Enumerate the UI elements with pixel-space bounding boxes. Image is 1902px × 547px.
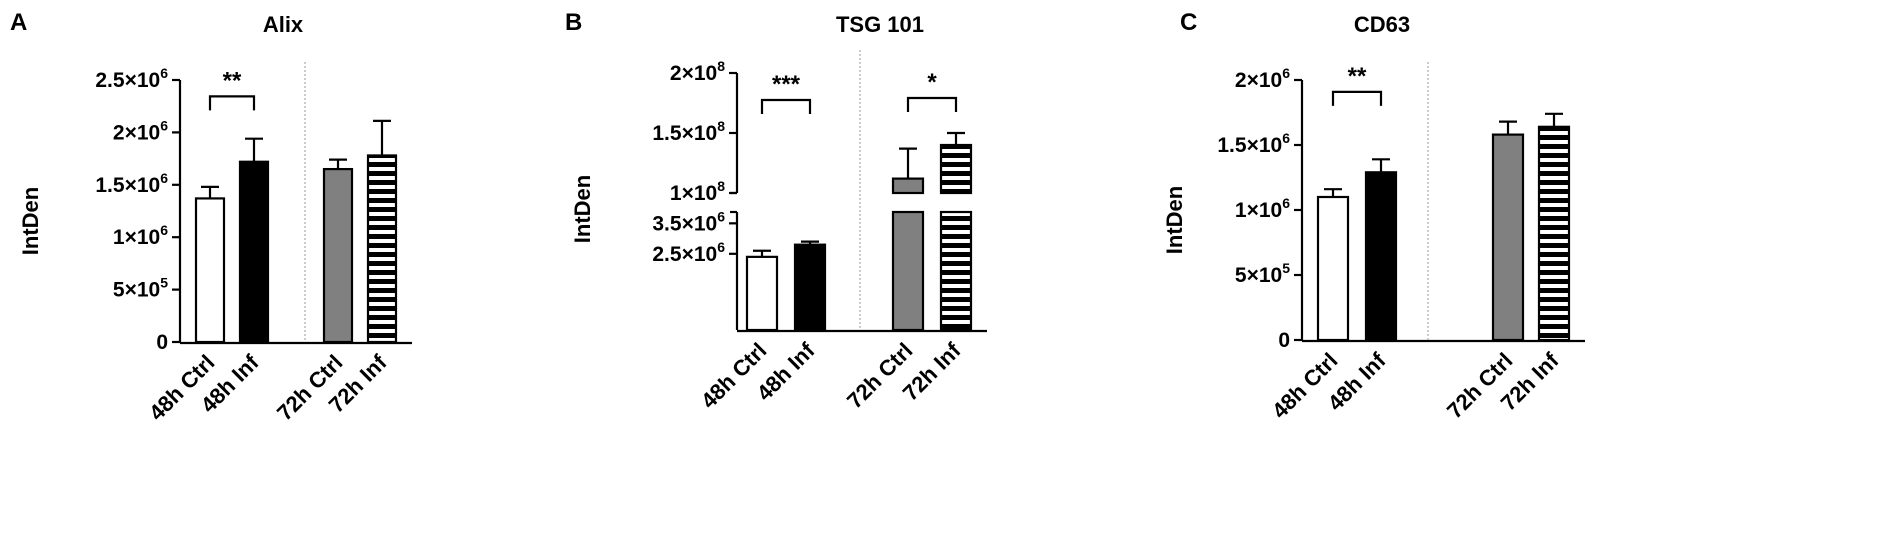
y-tick-base: 1×10: [113, 226, 160, 249]
y-tick-label: 1×106: [1235, 195, 1290, 222]
panel-letter: C: [1180, 9, 1197, 36]
y-tick-base: 5×10: [1235, 264, 1282, 287]
y-tick-base: 2.5×10: [652, 243, 717, 266]
y-tick-label: 5×105: [1235, 260, 1290, 287]
y-tick-base: 1×10: [1235, 199, 1282, 222]
y-tick-exponent: 6: [717, 208, 725, 224]
y-tick-exponent: 5: [160, 275, 168, 291]
x-tick-label: 48h Ctrl: [696, 338, 772, 414]
y-tick-label: 2×106: [113, 117, 168, 144]
y-tick-base: 1.5×10: [95, 174, 160, 197]
bar: [194, 197, 226, 344]
y-tick-label: 1.5×106: [95, 170, 168, 197]
bar: [793, 243, 827, 332]
significance-bracket: [906, 96, 958, 112]
y-tick-label: 2×108: [670, 58, 725, 85]
y-tick-base: 2.5×10: [95, 69, 160, 92]
x-tick-label: 72h Ctrl: [1442, 348, 1518, 424]
y-tick-exponent: 8: [717, 178, 725, 194]
y-tick-base: 0: [156, 331, 168, 354]
x-tick-label: 72h Ctrl: [842, 338, 918, 414]
significance-label: *: [927, 69, 937, 96]
y-tick-exponent: 6: [1282, 65, 1290, 81]
y-tick-base: 1×10: [670, 182, 717, 205]
panel-a-alix: A AlixIntDen05×1051×1061.5×1062×1062.5×10…: [10, 9, 412, 425]
bar: [238, 160, 270, 344]
panel-letter: A: [10, 9, 27, 36]
y-tick-exponent: 6: [160, 170, 168, 186]
chart-title: TSG 101: [836, 12, 924, 37]
y-tick-exponent: 8: [717, 58, 725, 74]
significance-label: **: [223, 67, 242, 94]
y-tick-exponent: 8: [717, 118, 725, 134]
bar: [1537, 125, 1571, 342]
y-tick-label: 1×108: [670, 178, 725, 205]
bar: [745, 255, 779, 332]
bar: [891, 177, 925, 195]
y-tick-base: 2×10: [113, 121, 160, 144]
y-tick-label: 1×106: [113, 222, 168, 249]
significance-bracket: [208, 95, 256, 111]
y-tick-label: 2×106: [1235, 65, 1290, 92]
bar: [939, 210, 973, 332]
y-tick-base: 5×10: [113, 279, 160, 302]
bar: [891, 210, 925, 332]
significance-bracket: [760, 98, 812, 114]
bar: [1364, 171, 1398, 342]
y-tick-base: 1.5×10: [652, 122, 717, 145]
y-tick-label: 2.5×106: [95, 65, 168, 92]
y-tick-base: 2×10: [670, 62, 717, 85]
panel-letter: B: [565, 9, 582, 36]
y-tick-label: 0: [1278, 329, 1290, 352]
y-tick-base: 0: [1278, 329, 1290, 352]
chart-title: CD63: [1354, 12, 1410, 37]
y-tick-label: 0: [156, 331, 168, 354]
chart-title: Alix: [263, 12, 304, 37]
bar: [1491, 133, 1525, 342]
significance-label: ***: [772, 71, 801, 98]
y-tick-exponent: 5: [1282, 260, 1290, 276]
y-tick-base: 2×10: [1235, 69, 1282, 92]
y-tick-label: 2.5×106: [652, 239, 725, 266]
y-tick-exponent: 6: [160, 222, 168, 238]
y-tick-label: 1.5×106: [1217, 130, 1290, 157]
y-tick-label: 1.5×108: [652, 118, 725, 145]
y-axis-label: IntDen: [570, 175, 595, 243]
x-tick-label: 48h Ctrl: [1267, 348, 1343, 424]
bar: [1316, 195, 1350, 342]
y-tick-base: 3.5×10: [652, 212, 717, 235]
bar: [322, 167, 354, 344]
y-tick-exponent: 6: [1282, 195, 1290, 211]
bar: [366, 154, 398, 344]
y-axis-label: IntDen: [1162, 186, 1187, 254]
bar: [939, 143, 973, 195]
significance-label: **: [1348, 63, 1367, 90]
y-tick-exponent: 6: [160, 65, 168, 81]
y-axis-label: IntDen: [18, 187, 43, 255]
y-tick-label: 3.5×106: [652, 208, 725, 235]
panel-b-tsg101: B TSG 101IntDen2.5×1063.5×1061×1081.5×108…: [565, 9, 987, 413]
y-tick-label: 5×105: [113, 275, 168, 302]
y-tick-base: 1.5×10: [1217, 134, 1282, 157]
significance-bracket: [1331, 90, 1383, 106]
y-tick-exponent: 6: [160, 117, 168, 133]
y-tick-exponent: 6: [1282, 130, 1290, 146]
y-tick-exponent: 6: [717, 239, 725, 255]
